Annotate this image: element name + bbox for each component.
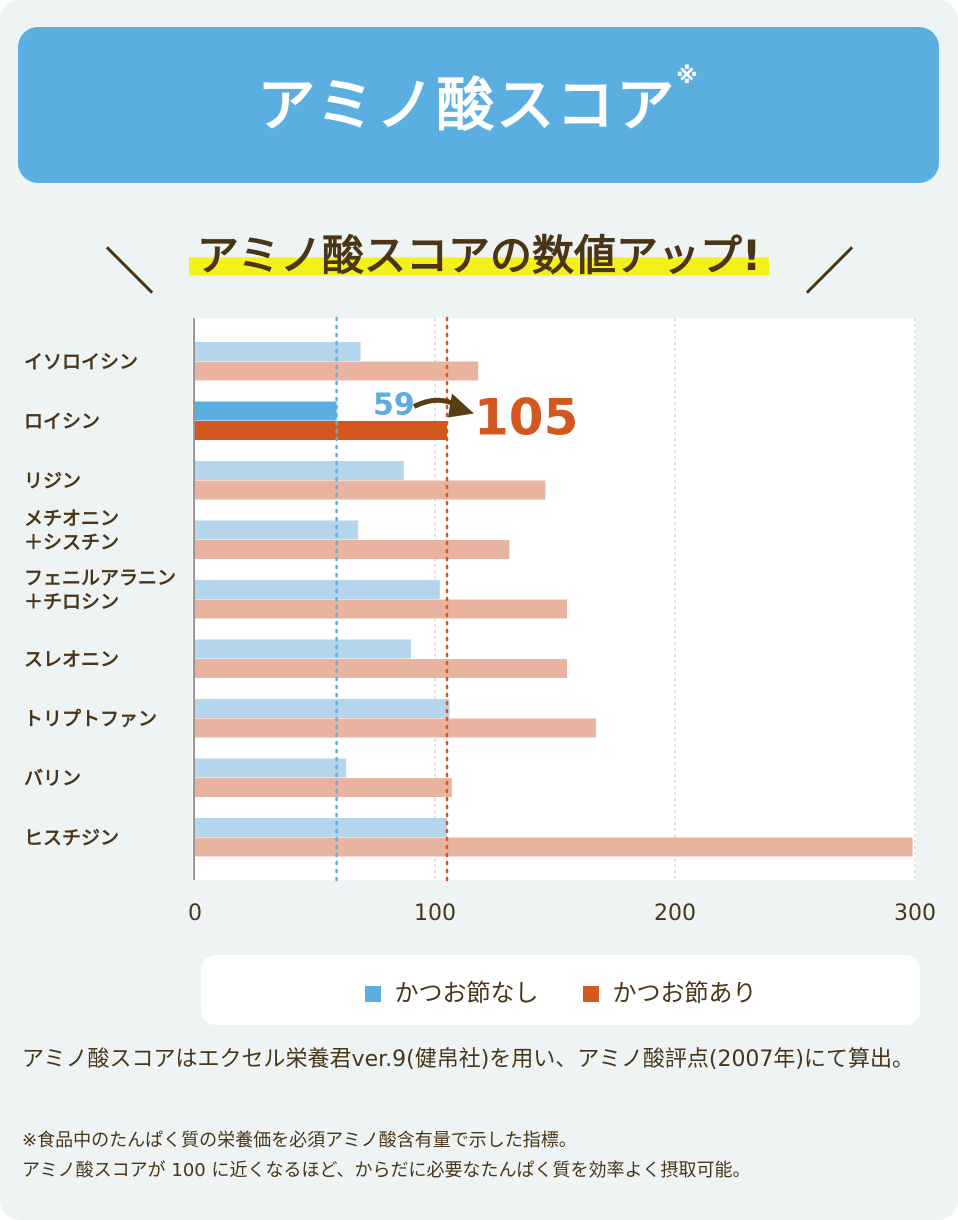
bar-without xyxy=(195,580,440,599)
annotation-from: 59 xyxy=(373,388,415,423)
legend-swatch-orange xyxy=(582,985,599,1002)
bar-without xyxy=(195,639,411,659)
bar-with xyxy=(195,599,567,619)
category-label: フェニルアラニン＋チロシン xyxy=(24,567,176,613)
category-label: ロイシン xyxy=(24,411,100,433)
category-label: メチオニン＋シスチン xyxy=(24,508,119,554)
legend: かつお節なし かつお節あり xyxy=(201,955,920,1025)
subtitle-text: アミノ酸スコアの数値アップ! xyxy=(188,222,770,283)
bar-with xyxy=(195,778,452,797)
x-tick-label: 100 xyxy=(414,901,456,926)
bar-without xyxy=(195,520,359,540)
footnote-line: ※食品中のたんぱく質の栄養価を必須アミノ酸含有量で示した指標。 xyxy=(22,1130,577,1151)
legend-item-with: かつお節あり xyxy=(582,973,757,1008)
x-tick-label: 200 xyxy=(654,901,696,926)
category-label: イソロイシン xyxy=(24,351,138,373)
bar-with xyxy=(195,837,913,857)
header-title: アミノ酸スコア xyxy=(257,71,677,139)
x-tick-label: 300 xyxy=(894,901,936,926)
bar-without xyxy=(195,342,361,361)
bar-chart: 0 100 200 300 イソロイシンロイシンリジンメチオニン＋シスチンフェニルアラニ… xyxy=(24,316,936,926)
bar-with xyxy=(195,659,567,678)
x-tick-label: 0 xyxy=(188,901,202,926)
footnote-line: アミノ酸スコアが 100 に近くなるほど、からだに必要なたんぱく質を効率よく摂取… xyxy=(22,1160,751,1181)
category-label: トリプトファン xyxy=(24,707,157,730)
footnote: ※食品中のたんぱく質の栄養価を必須アミノ酸含有量で示した指標。 アミノ酸スコアが… xyxy=(22,1126,751,1186)
header-note-mark: ※ xyxy=(676,64,700,89)
bar-with xyxy=(195,361,479,381)
legend-swatch-blue xyxy=(364,985,381,1002)
legend-label: かつお節あり xyxy=(612,978,757,1007)
category-label: スレオニン xyxy=(24,649,119,671)
annotation-to: 105 xyxy=(474,389,578,447)
category-label: バリン xyxy=(24,768,81,790)
category-label: リジン xyxy=(24,470,81,492)
header-banner: アミノ酸スコア※ xyxy=(18,27,939,183)
bar-without xyxy=(195,699,450,718)
bar-with xyxy=(195,480,546,500)
bar-without xyxy=(195,401,337,421)
bar-without xyxy=(195,461,404,480)
legend-item-without: かつお節なし xyxy=(364,973,539,1008)
bar-with xyxy=(195,718,596,738)
category-label: ヒスチジン xyxy=(24,827,119,849)
bar-without xyxy=(195,818,447,837)
bar-with xyxy=(195,421,447,440)
bar-without xyxy=(195,758,347,778)
method-note: アミノ酸スコアはエクセル栄養君ver.9(健帛社)を用い、アミノ酸評点(2007… xyxy=(22,1047,915,1072)
subtitle: アミノ酸スコアの数値アップ! xyxy=(0,222,958,283)
bar-with xyxy=(195,540,510,559)
annotation-arrowhead xyxy=(448,393,474,418)
legend-label: かつお節なし xyxy=(394,978,539,1007)
